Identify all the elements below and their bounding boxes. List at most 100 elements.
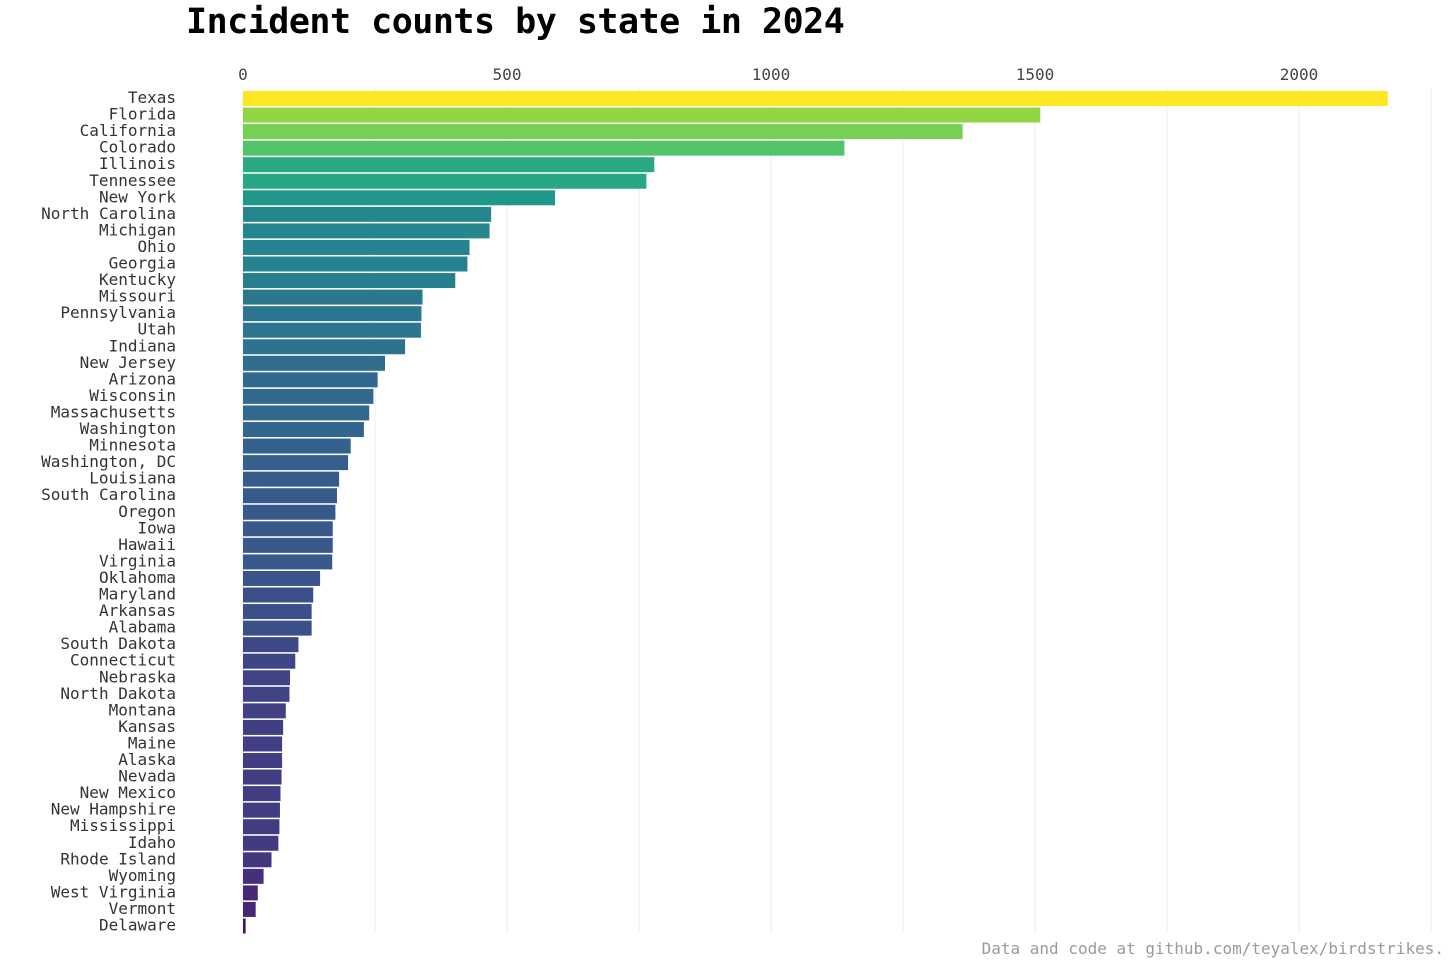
category-label: Nevada (118, 767, 176, 786)
grid-lines (242, 88, 1432, 933)
bar (243, 372, 378, 388)
category-label: Massachusetts (51, 402, 176, 421)
bar (243, 504, 336, 520)
bar (243, 239, 470, 255)
chart-caption: Data and code at github.com/teyalex/bird… (981, 939, 1444, 958)
category-label: Mississippi (70, 816, 176, 835)
category-label: Pennsylvania (60, 303, 176, 322)
bar (243, 438, 351, 454)
bar (243, 753, 283, 768)
bar (243, 570, 321, 586)
bar (243, 703, 286, 719)
bar (243, 124, 963, 140)
category-label: Arizona (109, 369, 176, 388)
bar (243, 455, 349, 471)
x-tick-label: 1500 (1016, 65, 1055, 84)
category-label: Michigan (99, 220, 176, 239)
category-label: Utah (137, 320, 176, 339)
bar (243, 190, 556, 206)
bar (243, 604, 312, 620)
bar (243, 223, 490, 239)
bar (243, 670, 290, 686)
category-label: Minnesota (89, 436, 176, 455)
category-label: Rhode Island (60, 849, 176, 868)
bar (243, 918, 246, 934)
category-label: Florida (109, 105, 176, 124)
bar (243, 107, 1041, 123)
category-label: New Jersey (80, 353, 177, 372)
category-label: Louisiana (89, 469, 176, 488)
bar (243, 719, 284, 735)
bar (243, 306, 422, 322)
category-label: West Virginia (51, 882, 176, 901)
bar (243, 206, 492, 222)
category-label: South Dakota (60, 634, 176, 653)
bar (243, 786, 281, 802)
x-tick-label: 1000 (752, 65, 791, 84)
bar (243, 140, 845, 156)
x-tick-label: 2000 (1280, 65, 1319, 84)
category-label: New Hampshire (51, 800, 176, 819)
bar (243, 405, 370, 421)
bar (243, 587, 314, 603)
bar (243, 835, 279, 851)
category-label: Tennessee (89, 171, 176, 190)
bar (243, 637, 299, 653)
bar (243, 736, 283, 752)
category-label: Ohio (137, 237, 176, 256)
y-axis-category-labels: TexasFloridaCaliforniaColoradoIllinoisTe… (41, 88, 176, 935)
bar (243, 537, 333, 553)
bar (243, 322, 421, 338)
bar (243, 653, 296, 669)
bar (243, 273, 456, 289)
bar (243, 339, 406, 355)
category-label: Vermont (109, 899, 176, 918)
category-label: North Dakota (60, 684, 176, 703)
bar (243, 901, 256, 917)
category-label: Illinois (99, 154, 176, 173)
bar (243, 802, 280, 818)
bar (243, 521, 333, 537)
category-label: Indiana (109, 336, 176, 355)
category-label: Wisconsin (89, 386, 176, 405)
bar (243, 471, 340, 487)
bars (243, 91, 1388, 934)
category-label: Colorado (99, 138, 176, 157)
bar (243, 868, 264, 884)
category-label: Connecticut (70, 651, 176, 670)
category-label: South Carolina (41, 485, 176, 504)
category-label: Washington, DC (41, 452, 176, 471)
bar (243, 554, 333, 570)
bar (243, 620, 312, 636)
category-label: Nebraska (99, 667, 176, 686)
bar (243, 819, 280, 835)
category-label: Alaska (118, 750, 176, 769)
bar (243, 173, 647, 189)
category-label: Hawaii (118, 535, 176, 554)
category-label: Texas (128, 88, 176, 107)
category-label: Iowa (137, 518, 176, 537)
x-tick-label: 0 (238, 65, 248, 84)
bar (243, 91, 1388, 106)
category-label: Kentucky (99, 270, 176, 289)
category-label: Wyoming (109, 866, 176, 885)
x-axis-tick-labels: 0 500 1000 1500 2000 (238, 65, 1318, 84)
bar (243, 157, 655, 173)
bar (243, 885, 258, 901)
bar (243, 769, 282, 785)
category-label: California (80, 121, 176, 140)
bar (243, 355, 386, 371)
bar (243, 256, 468, 272)
x-tick-label: 500 (493, 65, 522, 84)
category-label: Washington (80, 419, 176, 438)
bar (243, 488, 337, 504)
bar (243, 422, 364, 437)
category-label: Kansas (118, 717, 176, 736)
chart-title: Incident counts by state in 2024 (186, 2, 845, 42)
bar (243, 388, 374, 404)
category-label: Oregon (118, 502, 176, 521)
category-label: New Mexico (80, 783, 176, 802)
category-label: Georgia (109, 254, 176, 273)
bar (243, 686, 290, 702)
category-label: North Carolina (41, 204, 176, 223)
